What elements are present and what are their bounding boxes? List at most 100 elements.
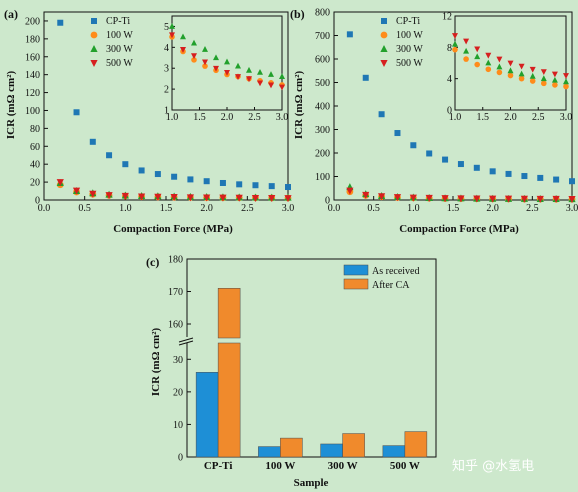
panel-a-point-cp-ti (268, 183, 275, 190)
panel-c-bar-after-ca (404, 431, 428, 458)
panel-a-ytick-label: 140 (25, 70, 40, 81)
panel-a-point-500w (72, 187, 81, 195)
panel-a-xtick-label: 0.5 (78, 203, 91, 214)
panel-b-inset-point-100w (541, 80, 547, 87)
panel-a-inset-point-500w (279, 84, 285, 91)
panel-c-ytick-label: 180 (168, 255, 183, 266)
panel-c-frame (186, 258, 437, 458)
panel-b-point-cp-ti (457, 161, 464, 168)
panel-a-ytick-label: 40 (30, 160, 40, 171)
panel-a-inset-point-500w (224, 70, 230, 76)
panel-a-legend-marker (90, 31, 98, 39)
panel-a-inset-xtick-label: 1.0 (166, 112, 179, 123)
panel-b-inset-xtick-label: 1.0 (449, 112, 462, 123)
panel-b-point-cp-ti (473, 164, 480, 171)
panel-a-inset-point-100w (202, 63, 208, 69)
panel-b-point-cp-ti (521, 173, 528, 180)
panel-c-ytick-label: 170 (168, 287, 183, 298)
panel-a-xlabel: Compaction Force (MPa) (113, 223, 233, 235)
panel-b-inset-xtick-label: 3.0 (560, 112, 573, 123)
panel-a-inset-point-500w (235, 74, 241, 80)
panel-a-legend-label: 300 W (106, 44, 133, 55)
panel-b-legend-marker (380, 60, 388, 67)
panel-b-ytick-label: 700 (315, 31, 330, 42)
panel-a-legend-label: 100 W (106, 30, 133, 41)
panel-c-ytick-label: 0 (178, 453, 183, 464)
panel-a-point-cp-ti (57, 19, 64, 26)
panel-b-xtick-label: 2.5 (526, 203, 539, 214)
panel-a-xtick-label: 1.5 (160, 203, 173, 214)
panel-a-ylabel: ICR (mΩ cm²) (5, 71, 17, 140)
panel-a-point-cp-ti (219, 179, 226, 186)
panel-b-xtick-label: 0.0 (328, 203, 341, 214)
panel-b-frame (333, 11, 573, 201)
panel-a-xtick-label: 1.0 (119, 203, 132, 214)
panel-a-inset-point-300w (257, 69, 263, 75)
panel-c-bar-as-received (320, 443, 343, 458)
panel-a-point-500w (284, 195, 292, 203)
panel-a-ytick-label: 180 (25, 34, 40, 45)
panel-b-legend-label: 300 W (396, 44, 423, 55)
panel-b-inset-point-300w (518, 70, 525, 77)
panel-a-ytick-label: 160 (25, 52, 40, 63)
panel-b-point-500w (520, 195, 528, 203)
panel-a-inset-point-500w (246, 76, 252, 83)
panel-c-bar-after-ca (280, 437, 303, 458)
panel-c-ytick-label: 160 (168, 320, 183, 331)
panel-c-bar-after-ca (217, 342, 241, 458)
panel-a-inset-point-500w (169, 32, 175, 39)
panel-c-legend-swatch (343, 264, 369, 276)
panel-a-point-500w (138, 193, 146, 201)
panel-a-inset-point-300w (180, 33, 186, 40)
panel-a-legend-label: 500 W (106, 58, 133, 69)
panel-a-ytick-label: 60 (30, 142, 40, 153)
panel-b-xtick-label: 2.0 (486, 203, 499, 214)
panel-b-label: (b) (290, 7, 305, 21)
panel-b-legend-label: CP-Ti (396, 16, 420, 27)
panel-b-point-cp-ti (553, 176, 560, 183)
panel-a-ytick-label: 0 (35, 196, 40, 207)
panel-b-ytick-label: 200 (315, 149, 330, 160)
panel-b-ylabel: ICR (mΩ cm²) (293, 71, 305, 140)
panel-b-point-500w (378, 193, 386, 201)
panel-b-point-cp-ti (394, 130, 401, 137)
panel-a-inset-point-300w (235, 62, 241, 69)
panel-c-bar-as-received (382, 445, 406, 458)
panel-a-legend-marker (91, 18, 97, 24)
panel-b-point-500w (489, 195, 497, 203)
panel-c-xtick-label: 300 W (328, 460, 358, 472)
panel-c-ylabel: ICR (mΩ cm²) (150, 328, 162, 397)
panel-b-inset-point-300w (507, 67, 514, 74)
panel-a-inset-xtick-label: 3.0 (276, 112, 289, 123)
panel-b-xtick-label: 1.0 (407, 203, 420, 214)
panel-b-ytick-label: 500 (315, 78, 330, 89)
panel-a-inset-xtick-label: 1.5 (193, 112, 206, 123)
panel-c-label: (c) (146, 255, 159, 269)
panel-a-inset-ytick-label: 1 (164, 106, 169, 117)
watermark: 知乎 @水氢电 (452, 458, 534, 474)
panel-b-point-500w (536, 195, 544, 203)
panel-c-break-mark (178, 340, 194, 346)
panel-c-bar-after-ca (342, 433, 365, 458)
panel-c-xlabel: Sample (294, 477, 329, 489)
panel-a-point-cp-ti (122, 161, 129, 168)
panel-a-xtick-label: 2.5 (241, 203, 254, 214)
panel-b-point-500w (457, 195, 465, 203)
panel-a-point-cp-ti (73, 109, 80, 116)
panel-a-inset-point-100w (191, 57, 197, 63)
panel-b-xtick-label: 0.5 (367, 203, 380, 214)
panel-a-point-500w (154, 193, 162, 201)
panel-b-point-cp-ti (442, 156, 449, 163)
panel-b-inset-point-500w (507, 60, 514, 67)
panel-b-inset-point-300w (452, 40, 458, 47)
panel-a-inset-ytick-label: 3 (164, 64, 169, 75)
panel-b-inset-point-300w (540, 75, 547, 82)
panel-b-inset-point-500w (485, 52, 492, 59)
panel-c-break-mark (178, 337, 194, 343)
panel-a-point-cp-ti (106, 152, 113, 159)
panel-b-inset-point-100w (463, 56, 469, 62)
panel-a-point-500w (268, 195, 276, 203)
panel-b-xlabel: Compaction Force (MPa) (399, 223, 519, 235)
panel-b-point-500w (346, 187, 354, 195)
